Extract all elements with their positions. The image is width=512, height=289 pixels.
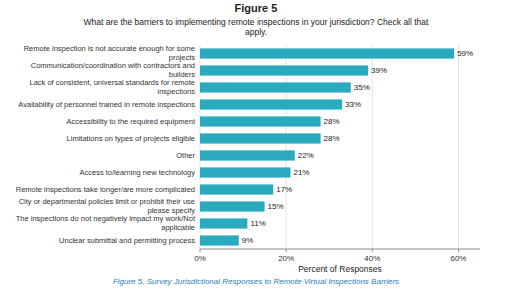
category-label-line: Accessibility to the required equipment [67,116,196,125]
x-tick [372,249,373,252]
x-tick [200,249,201,252]
category-label: Remote inspections take longer/are more … [16,184,195,193]
x-axis: 0% 20% 40% 60% [194,249,480,263]
category-label: Unclear submittal and permitting process [59,235,195,244]
bar [200,65,368,75]
category-label-line: Access to/learning new technology [80,167,196,176]
category-label-line: Availability of personnel trained in rem… [18,99,195,108]
x-tick [458,249,459,252]
bar [200,218,247,228]
data-label: 28% [324,117,340,126]
bar [200,99,342,109]
data-labels: 59% 39%35% 33% 28% 28% 22% 21%17% 15%11% 9% [242,49,473,245]
bar [200,48,454,58]
bar [200,184,273,194]
category-label: Access to/learning new technology [80,167,196,176]
category-label-line: Limitations on types of projects eligibl… [67,133,195,142]
x-tick-label: 60% [450,254,466,263]
data-label: 22% [298,151,314,160]
category-label-line: Unclear submittal and permitting process [59,235,195,244]
data-label: 21% [293,168,309,177]
category-label: Lack of consistent, universal standards … [30,78,196,96]
category-label-line: applicable [161,223,195,232]
bar [200,167,290,177]
category-label: Limitations on types of projects eligibl… [67,133,195,142]
x-tick-label: 40% [364,254,380,263]
category-label: Other [176,150,195,159]
category-label: Communication/coordination with contract… [31,61,195,79]
data-label: 9% [242,236,254,245]
bar [200,201,265,211]
data-label: 35% [354,83,370,92]
category-label: Accessibility to the required equipment [67,116,196,125]
caption: Figure 5, Survey Jurisdictional Response… [113,277,399,286]
category-label-line: inspections [157,87,195,96]
title: Figure 5 [235,2,278,14]
category-label: Remote inspection is not accurate enough… [24,44,196,62]
data-label: 15% [268,202,284,211]
grid-line [372,45,373,249]
category-label: The inspections do not negatively impact… [16,214,196,232]
x-tick-label: 20% [278,254,294,263]
bars [200,48,454,245]
data-label: 33% [345,100,361,109]
bar [200,116,321,126]
data-label: 28% [324,134,340,143]
subtitle: What are the barriers to implementing re… [84,17,430,37]
chart: Figure 5 What are the barriers to impleme… [0,0,512,289]
data-label: 59% [457,49,473,58]
category-label: Availability of personnel trained in rem… [18,99,195,108]
x-axis-line [200,249,480,250]
subtitle-line: apply. [245,27,267,37]
x-tick [286,249,287,252]
grid [200,45,458,249]
y-axis-labels: Remote inspection is not accurate enough… [16,44,196,244]
data-label: 17% [276,185,292,194]
grid-line [458,45,459,249]
category-label-line: Other [176,150,195,159]
bar [200,150,295,160]
category-label-line: Remote inspections take longer/are more … [16,184,195,193]
x-tick-label: 0% [194,254,206,263]
bar [200,235,239,245]
data-label: 11% [250,219,265,228]
bar [200,133,321,143]
subtitle-line: What are the barriers to implementing re… [84,17,430,27]
data-label: 39% [371,66,387,75]
x-axis-label: Percent of Responses [298,264,382,274]
category-label: City or departmental policies limit or p… [19,197,196,215]
bar [200,82,351,92]
